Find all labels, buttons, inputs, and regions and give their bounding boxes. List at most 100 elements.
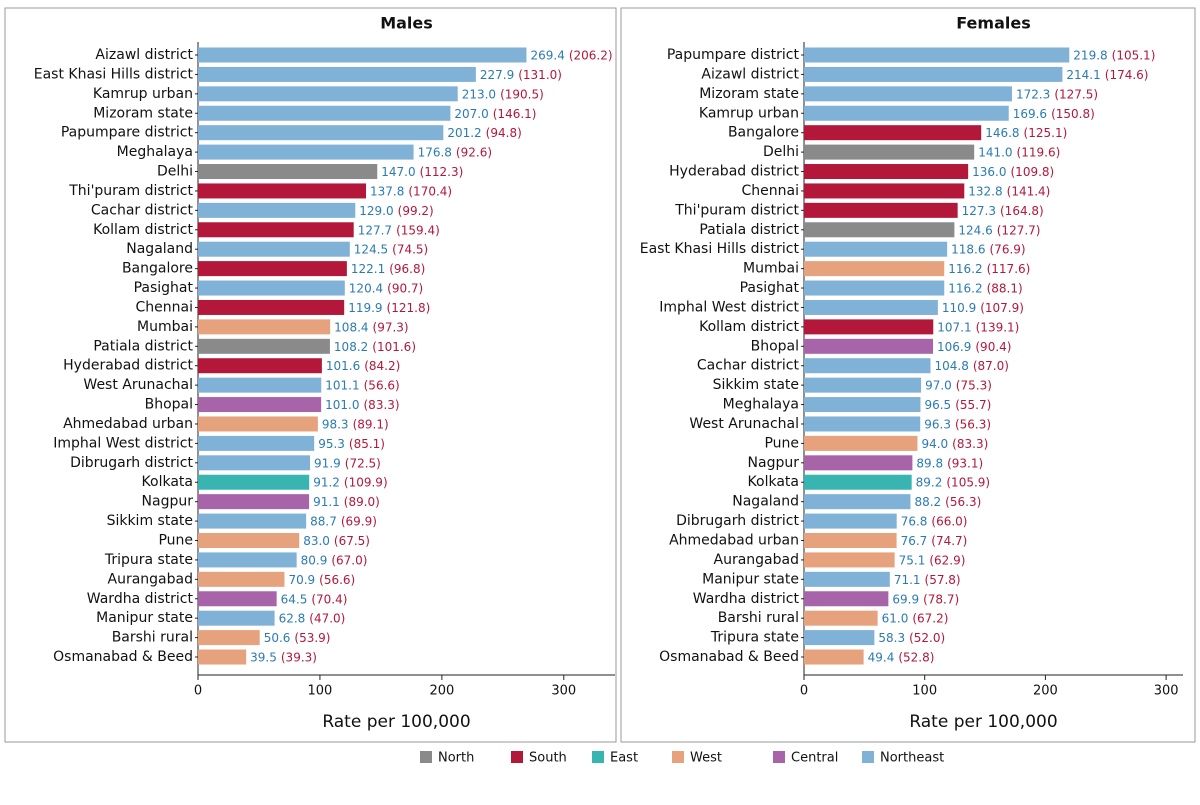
category-label: Manipur state <box>96 610 193 626</box>
category-label: Bhopal <box>145 397 193 413</box>
category-label: Ahmedabad urban <box>63 416 193 432</box>
category-label: Bangalore <box>728 125 799 141</box>
value-label: 91.2 <box>313 476 340 490</box>
value-label: 129.0 <box>359 204 393 218</box>
category-label: Barshi rural <box>112 630 193 646</box>
secondary-value-label: (125.1) <box>1024 126 1068 140</box>
category-label: Mizoram state <box>93 105 193 121</box>
x-axis-label: Rate per 100,000 <box>322 712 470 732</box>
category-label: Kamrup urban <box>93 86 193 102</box>
category-label: Mumbai <box>743 261 799 277</box>
secondary-value-label: (92.6) <box>456 146 492 160</box>
category-label: Patiala district <box>699 222 799 238</box>
value-label: 141.0 <box>978 146 1012 160</box>
value-label: 107.1 <box>937 320 971 334</box>
value-label: 95.3 <box>318 437 345 451</box>
bar <box>198 183 367 199</box>
secondary-value-label: (47.0) <box>309 612 345 626</box>
bar <box>198 299 345 315</box>
x-tick-label: 200 <box>1033 684 1058 699</box>
secondary-value-label: (56.3) <box>945 495 981 509</box>
category-label: Manipur state <box>702 571 799 587</box>
value-label: 88.7 <box>310 515 337 529</box>
category-label: Kamrup urban <box>699 105 799 121</box>
value-label: 97.0 <box>925 379 952 393</box>
category-label: Nagpur <box>142 494 194 510</box>
value-label: 120.4 <box>349 282 383 296</box>
value-label: 269.4 <box>530 49 564 63</box>
value-label: 110.9 <box>942 301 976 315</box>
category-label: Sikkim state <box>107 513 193 529</box>
bar <box>804 455 913 471</box>
secondary-value-label: (141.4) <box>1007 184 1051 198</box>
bar <box>804 571 890 587</box>
category-label: Imphal West district <box>659 299 799 315</box>
category-label: Nagaland <box>732 494 799 510</box>
value-label: 76.7 <box>901 534 928 548</box>
category-label: East Khasi Hills district <box>34 66 194 82</box>
bar <box>804 435 918 451</box>
value-label: 124.5 <box>354 243 388 257</box>
category-label: Wardha district <box>87 591 194 607</box>
bar <box>804 494 911 510</box>
secondary-value-label: (74.7) <box>931 534 967 548</box>
secondary-value-label: (55.7) <box>955 398 991 412</box>
value-label: 207.0 <box>454 107 488 121</box>
secondary-value-label: (112.3) <box>420 165 464 179</box>
secondary-value-label: (127.7) <box>997 223 1041 237</box>
x-tick-label: 300 <box>1154 684 1179 699</box>
bar <box>804 299 938 315</box>
secondary-value-label: (89.0) <box>344 495 380 509</box>
bar <box>198 47 527 63</box>
secondary-value-label: (93.1) <box>947 456 983 470</box>
bar <box>198 494 310 510</box>
category-label: Papumpare district <box>61 125 194 141</box>
value-label: 98.3 <box>322 417 349 431</box>
value-label: 91.1 <box>313 495 340 509</box>
bar <box>198 144 414 160</box>
bar <box>198 533 300 548</box>
secondary-value-label: (56.6) <box>319 573 355 587</box>
value-label: 119.9 <box>348 301 382 315</box>
bar <box>804 86 1012 102</box>
category-label: Dibrugarh district <box>676 513 799 529</box>
value-label: 214.1 <box>1066 68 1100 82</box>
secondary-value-label: (78.7) <box>923 592 959 606</box>
secondary-value-label: (90.7) <box>387 282 423 296</box>
category-label: Aizawl district <box>95 47 193 63</box>
category-label: Thi'puram district <box>68 183 193 199</box>
secondary-value-label: (76.9) <box>990 243 1026 257</box>
value-label: 106.9 <box>937 340 971 354</box>
secondary-value-label: (139.1) <box>976 320 1020 334</box>
legend-label: East <box>610 751 638 766</box>
bar <box>198 86 458 102</box>
category-label: West Arunachal <box>83 377 193 393</box>
bar <box>198 338 330 354</box>
secondary-value-label: (52.8) <box>898 651 934 665</box>
bar <box>804 552 895 568</box>
legend-swatch <box>862 751 874 763</box>
bar <box>198 513 307 529</box>
bar <box>804 144 975 160</box>
bar <box>198 377 322 393</box>
bar <box>198 416 318 432</box>
x-tick-label: 0 <box>194 684 202 699</box>
bar <box>198 280 345 296</box>
value-label: 76.8 <box>901 515 928 529</box>
x-tick-label: 0 <box>800 684 808 699</box>
bar <box>198 552 297 568</box>
legend-swatch <box>592 751 604 763</box>
x-tick-label: 100 <box>308 684 333 699</box>
category-label: Pune <box>764 435 799 451</box>
bar <box>804 319 934 335</box>
bar <box>804 513 897 529</box>
value-label: 101.6 <box>326 359 360 373</box>
secondary-value-label: (66.0) <box>931 515 967 529</box>
secondary-value-label: (109.8) <box>1011 165 1055 179</box>
value-label: 39.5 <box>250 651 277 665</box>
secondary-value-label: (105.9) <box>946 476 990 490</box>
category-label: Meghalaya <box>117 144 193 160</box>
secondary-value-label: (89.1) <box>353 417 389 431</box>
bar <box>804 47 1070 63</box>
